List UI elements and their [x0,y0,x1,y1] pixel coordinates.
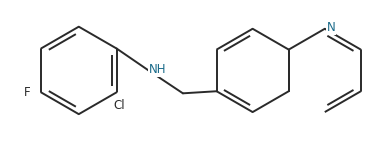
Text: NH: NH [149,63,167,76]
Text: F: F [24,86,31,99]
Text: Cl: Cl [113,99,125,112]
Text: N: N [326,21,335,34]
